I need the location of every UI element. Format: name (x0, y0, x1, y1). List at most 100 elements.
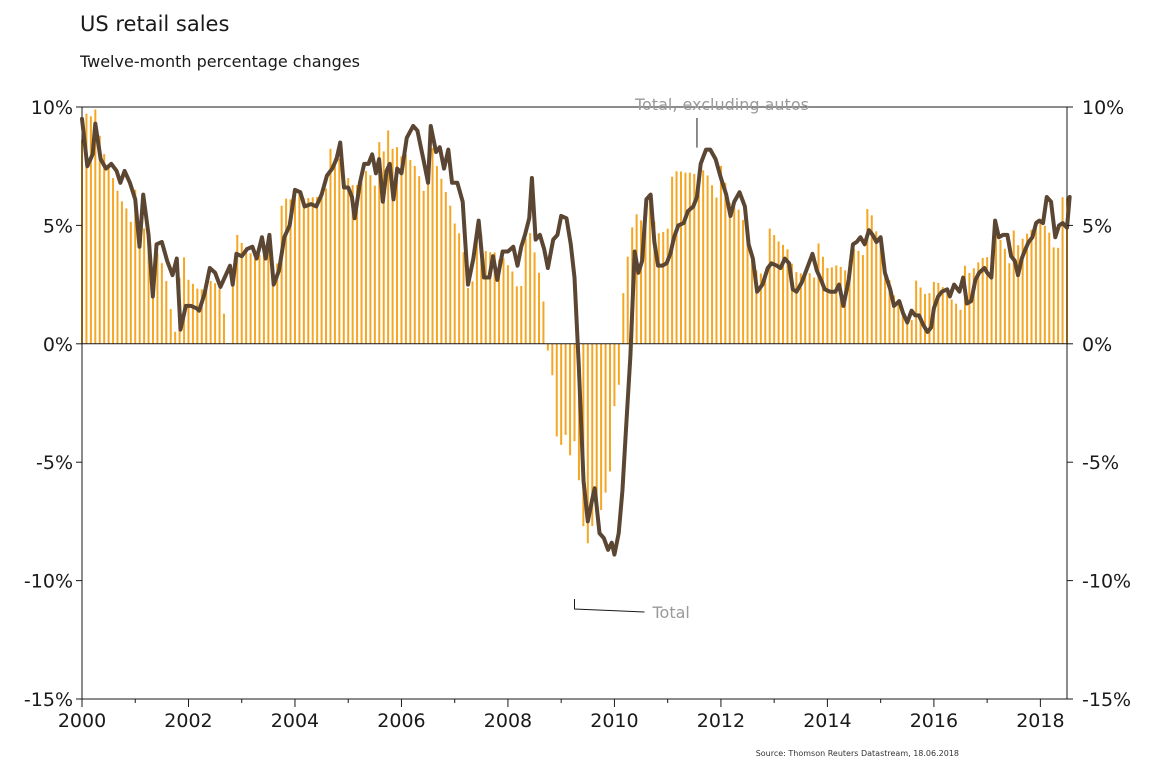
plot-frame (81, 106, 1068, 700)
bar-total (671, 176, 674, 344)
annotation-total: Total (652, 603, 690, 622)
chart-title: US retail sales (80, 12, 230, 36)
bar-total (617, 343, 620, 385)
bar-total (879, 241, 882, 344)
bar-total (813, 277, 816, 344)
bar-total (959, 309, 962, 344)
y-tick-label-right: -5% (1082, 452, 1119, 474)
bar-total (897, 299, 900, 344)
bar-total (1043, 225, 1046, 344)
bar-total (990, 255, 993, 344)
bar-total (866, 209, 869, 344)
bar-total (143, 228, 146, 344)
x-tick-label: 2000 (58, 710, 106, 732)
bar-total (888, 280, 891, 344)
bar-total (396, 147, 399, 344)
bar-total (972, 268, 975, 344)
chart-subtitle: Twelve-month percentage changes (80, 52, 360, 71)
bar-total (742, 220, 745, 344)
bar-total (613, 343, 616, 407)
bar-total (89, 116, 92, 344)
bar-total (910, 320, 913, 344)
bars-layer (81, 109, 1068, 544)
bar-total (191, 283, 194, 344)
bar-total (320, 194, 323, 344)
bar-total (103, 153, 106, 344)
y-tick-label-left: 0% (43, 334, 73, 356)
bar-total (293, 193, 296, 344)
bar-total (187, 279, 190, 344)
x-tick-label: 2016 (910, 710, 958, 732)
bar-total (134, 189, 137, 344)
bar-total (422, 190, 425, 344)
bar-total (183, 257, 186, 344)
bar-total (120, 201, 123, 344)
bar-total (524, 238, 527, 344)
bar-total (586, 343, 589, 544)
bar-total (804, 273, 807, 344)
x-tick-label: 2012 (697, 710, 745, 732)
bar-total (280, 205, 283, 344)
y-tick-label-right: 5% (1082, 215, 1112, 237)
bar-total (724, 182, 727, 344)
bar-total (160, 263, 163, 344)
bar-total (271, 264, 274, 344)
bar-total (737, 209, 740, 344)
bar-total (768, 228, 771, 344)
bar-total (924, 294, 927, 344)
y-tick-label-left: -15% (24, 689, 73, 711)
bar-total (853, 249, 856, 344)
bar-total (138, 228, 141, 344)
bar-total (675, 171, 678, 344)
bar-total (697, 172, 700, 344)
bar-total (218, 289, 221, 344)
plot-border (81, 106, 1068, 700)
bar-total (1057, 247, 1060, 344)
bar-total (733, 206, 736, 344)
bar-total (116, 190, 119, 344)
bar-total (857, 250, 860, 344)
bar-total (728, 202, 731, 344)
bar-total (1034, 221, 1037, 344)
y-tick-label-right: 10% (1082, 97, 1124, 119)
y-tick-label-left: -5% (36, 452, 73, 474)
bar-total (684, 172, 687, 344)
bar-total (147, 250, 150, 344)
bar-total (458, 233, 461, 344)
bar-total (329, 148, 332, 344)
bar-total (817, 243, 820, 344)
bar-total (338, 158, 341, 344)
bar-total (542, 301, 545, 344)
bar-total (316, 196, 319, 344)
bar-total (546, 343, 549, 351)
bar-total (648, 197, 651, 344)
bar-total (107, 166, 110, 344)
bar-total (569, 343, 572, 456)
bar-total (85, 113, 88, 344)
bar-total (892, 295, 895, 344)
bar-total (231, 284, 234, 344)
bar-total (702, 170, 705, 344)
x-tick-label: 2004 (271, 710, 319, 732)
bar-total (515, 286, 518, 344)
bar-total (679, 171, 682, 344)
bar-total (662, 231, 665, 344)
bar-total (533, 252, 536, 344)
bar-total (591, 343, 594, 526)
bar-total (711, 185, 714, 344)
bar-total (626, 256, 629, 344)
bar-total (258, 254, 261, 344)
bar-total (551, 343, 554, 376)
bar-total (342, 176, 345, 344)
x-tick-label: 2018 (1016, 710, 1064, 732)
bar-total (657, 233, 660, 344)
bar-total (764, 273, 767, 344)
bar-total (1021, 238, 1024, 344)
bar-total (955, 303, 958, 344)
bar-total (555, 343, 558, 437)
bar-total (506, 265, 509, 344)
bar-total (981, 257, 984, 344)
bar-total (351, 185, 354, 344)
bar-total (937, 282, 940, 344)
